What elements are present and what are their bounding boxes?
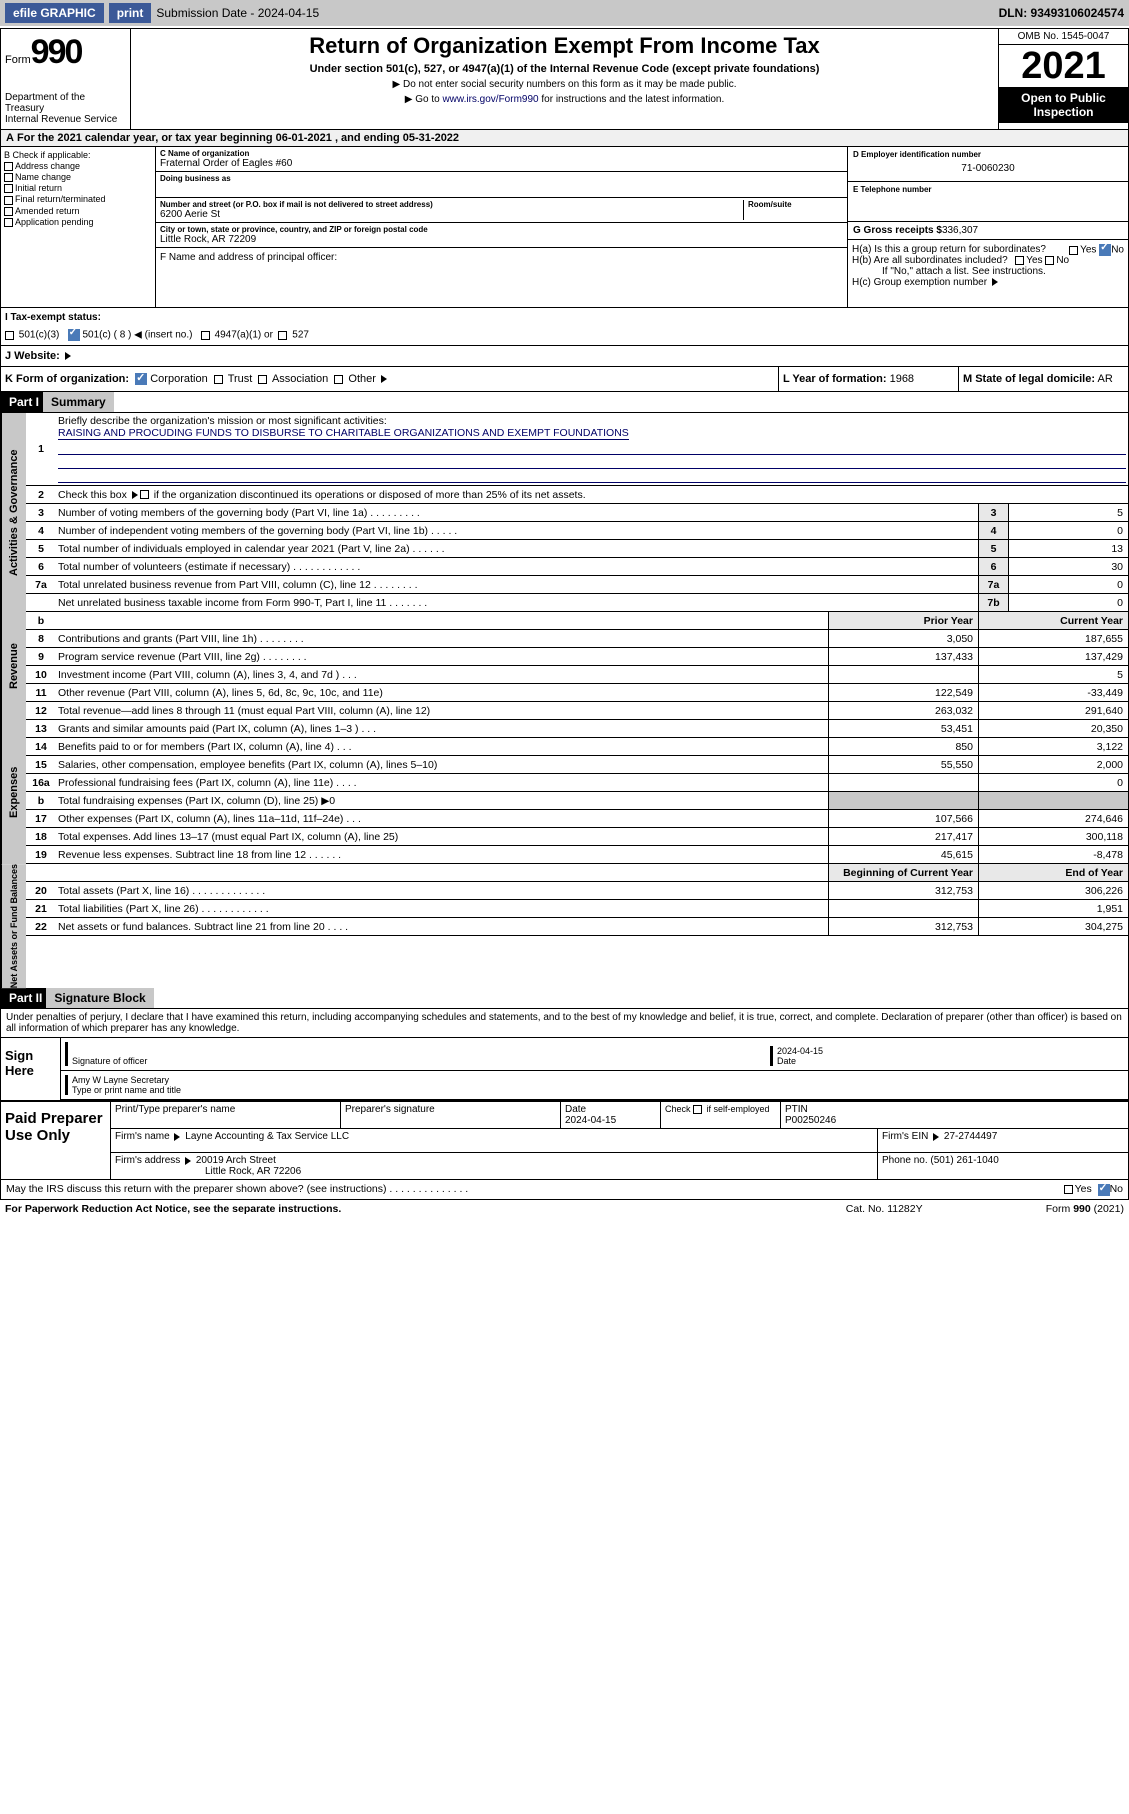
form-footer: Form 990 (2021) (1046, 1203, 1124, 1215)
mission-label: Briefly describe the organization's miss… (58, 415, 387, 427)
instr-1: ▶ Do not enter social security numbers o… (135, 79, 994, 90)
side-netassets: Net Assets or Fund Balances (1, 864, 26, 988)
dept-label: Department of the Treasury (5, 92, 126, 114)
city-state-zip: Little Rock, AR 72209 (160, 234, 843, 245)
addr-label: Number and street (or P.O. box if mail i… (160, 200, 743, 209)
h-c: H(c) Group exemption number (852, 277, 1124, 288)
room-label: Room/suite (748, 200, 843, 209)
part1-title: Summary (43, 392, 114, 412)
chk-no[interactable] (1098, 1184, 1110, 1196)
col-b-title: B Check if applicable: (4, 150, 152, 160)
omb-number: OMB No. 1545-0047 (999, 29, 1128, 45)
chk-amended[interactable]: Amended return (4, 206, 152, 216)
side-expenses: Expenses (1, 720, 26, 864)
form-label: Form990 (5, 33, 126, 72)
firm-ein: 27-2744497 (944, 1131, 997, 1142)
firm-addr: 20019 Arch Street (196, 1155, 276, 1166)
paperwork-notice: For Paperwork Reduction Act Notice, see … (5, 1203, 846, 1215)
ptin: P00250246 (785, 1115, 1124, 1126)
open-public-badge: Open to Public Inspection (999, 87, 1128, 123)
form-title: Return of Organization Exempt From Incom… (135, 33, 994, 59)
dln: DLN: 93493106024574 (999, 6, 1124, 20)
chk-final[interactable]: Final return/terminated (4, 194, 152, 204)
tax-year: 2021 (999, 45, 1128, 87)
year-formation: 1968 (890, 373, 914, 385)
cat-no: Cat. No. 11282Y (846, 1203, 1046, 1215)
part1-header: Part I (1, 392, 47, 412)
ein-label: D Employer identification number (853, 150, 1123, 159)
firm-name: Layne Accounting & Tax Service LLC (185, 1131, 349, 1142)
part2-title: Signature Block (46, 988, 153, 1008)
state-domicile: AR (1097, 373, 1112, 385)
officer-name: Amy W Layne Secretary (72, 1075, 1124, 1085)
gross-label: G Gross receipts $ (853, 225, 942, 236)
end-year-hdr: End of Year (978, 864, 1128, 881)
website-label: J Website: (5, 350, 60, 362)
irs-label: Internal Revenue Service (5, 114, 126, 125)
gross-value: 336,307 (942, 225, 978, 236)
sign-here-label: Sign Here (1, 1038, 61, 1100)
chk-corp[interactable] (135, 373, 147, 385)
current-year-hdr: Current Year (978, 612, 1128, 629)
name-label: C Name of organization (160, 149, 843, 158)
street-addr: 6200 Aerie St (160, 209, 743, 220)
h-a: H(a) Is this a group return for subordin… (852, 244, 1124, 255)
side-revenue: Revenue (1, 612, 26, 720)
form-org-label: K Form of organization: (5, 373, 129, 385)
may-irs-discuss: May the IRS discuss this return with the… (6, 1183, 1064, 1195)
tax-exempt-label: I Tax-exempt status: (5, 312, 101, 323)
chk-initial[interactable]: Initial return (4, 183, 152, 193)
print-button[interactable]: print (109, 3, 152, 23)
line-2: Check this box if the organization disco… (56, 487, 1128, 503)
dba-label: Doing business as (160, 174, 843, 183)
instr-2: ▶ Go to www.irs.gov/Form990 for instruct… (135, 94, 994, 105)
part2-header: Part II (1, 988, 50, 1008)
ein-value: 71-0060230 (853, 159, 1123, 178)
firm-phone: (501) 261-1040 (930, 1155, 998, 1166)
chk-addr-change[interactable]: Address change (4, 161, 152, 171)
irs-link[interactable]: www.irs.gov/Form990 (442, 94, 538, 105)
declaration: Under penalties of perjury, I declare th… (1, 1008, 1128, 1037)
paid-preparer-label: Paid Preparer Use Only (1, 1102, 111, 1179)
begin-year-hdr: Beginning of Current Year (828, 864, 978, 881)
phone-label: E Telephone number (853, 185, 1123, 194)
city-label: City or town, state or province, country… (160, 225, 843, 234)
org-name: Fraternal Order of Eagles #60 (160, 158, 843, 169)
mission-text: RAISING AND PROCUDING FUNDS TO DISBURSE … (58, 427, 629, 440)
efile-badge: efile GRAPHIC (5, 3, 104, 23)
officer-label: F Name and address of principal officer: (160, 252, 843, 263)
h-b-note: If "No," attach a list. See instructions… (852, 266, 1124, 277)
sig-date: 2024-04-15 (777, 1046, 1124, 1056)
prep-date: 2024-04-15 (565, 1115, 656, 1126)
h-b: H(b) Are all subordinates included? Yes … (852, 255, 1124, 266)
submission-date: Submission Date - 2024-04-15 (156, 6, 319, 20)
chk-501c[interactable] (68, 329, 80, 341)
chk-pending[interactable]: Application pending (4, 217, 152, 227)
row-a-period: A For the 2021 calendar year, or tax yea… (1, 130, 1128, 147)
form-subtitle: Under section 501(c), 527, or 4947(a)(1)… (135, 63, 994, 75)
chk-name-change[interactable]: Name change (4, 172, 152, 182)
side-governance: Activities & Governance (1, 413, 26, 612)
prior-year-hdr: Prior Year (828, 612, 978, 629)
